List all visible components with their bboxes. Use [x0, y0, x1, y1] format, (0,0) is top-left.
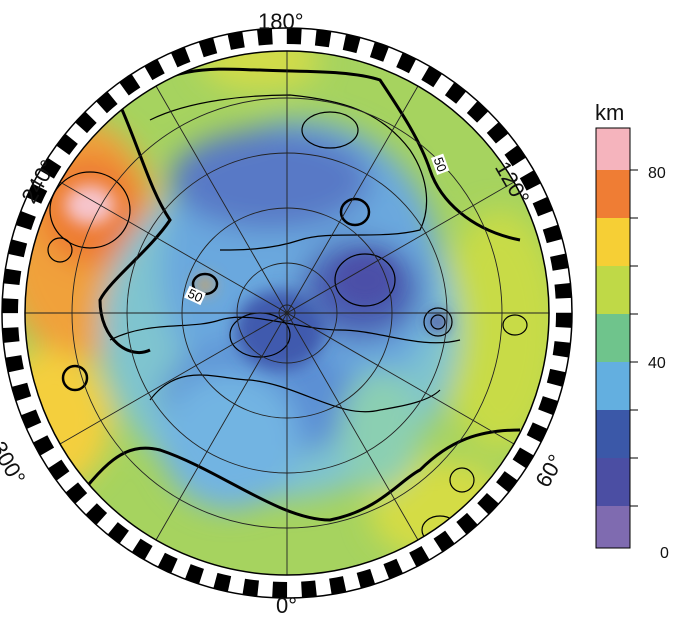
colorbar-tick-40: 40 [648, 355, 666, 372]
longitude-label-0: 0° [276, 593, 298, 618]
colorbar-unit: km [595, 100, 625, 125]
contours [47, 67, 528, 545]
colorbar-tick-80: 80 [648, 165, 666, 182]
longitude-label-180: 180° [258, 9, 304, 34]
colorbar [595, 127, 638, 549]
graticule [25, 51, 549, 575]
frame-border [1, 27, 573, 599]
colorbar-tick-0: 0 [660, 545, 669, 562]
thickness-field [25, 51, 549, 575]
